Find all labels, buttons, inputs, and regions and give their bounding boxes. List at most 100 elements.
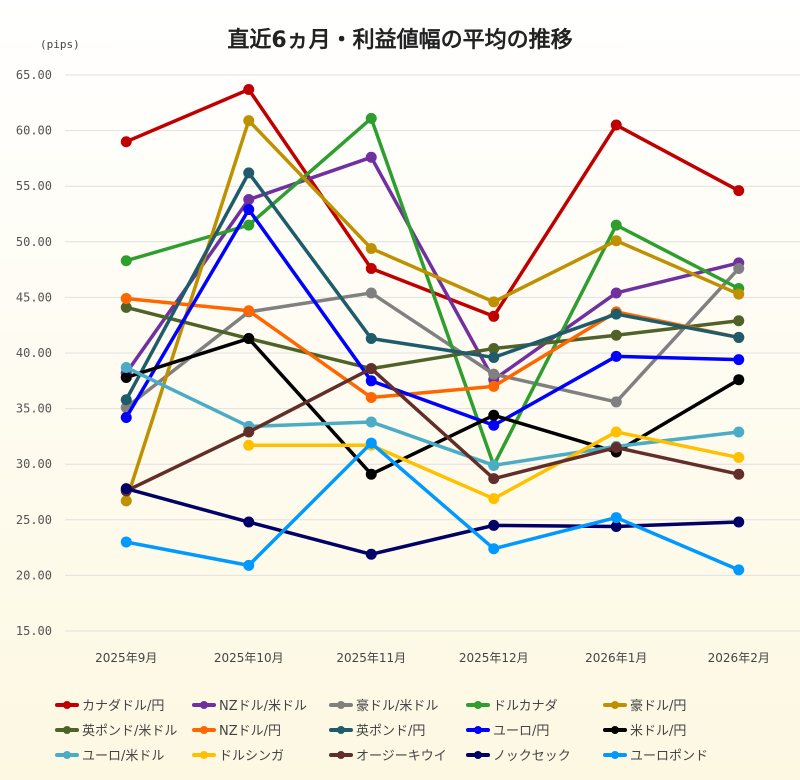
legend-item[interactable]: オージーキウイ	[329, 745, 466, 764]
legend-label: 英ポンド/円	[356, 724, 426, 739]
legend-swatch	[55, 750, 79, 759]
legend-swatch	[466, 700, 490, 709]
legend-item[interactable]: ユーロ/円	[466, 720, 603, 739]
y-axis-label: (pips)	[40, 38, 80, 51]
data-point	[488, 368, 500, 380]
data-point	[243, 516, 255, 528]
data-point	[120, 301, 132, 313]
data-point	[610, 396, 622, 408]
data-point	[120, 483, 132, 495]
data-point	[243, 204, 255, 216]
data-point	[733, 452, 745, 464]
series-line	[126, 296, 740, 400]
series-line	[125, 365, 739, 468]
data-point	[488, 343, 500, 355]
legend-label: NZドル/米ドル	[219, 699, 308, 714]
data-point	[365, 333, 377, 345]
data-point	[243, 115, 255, 127]
y-tick-label: 65.00	[16, 68, 52, 82]
y-tick-label: 35.00	[16, 402, 52, 416]
data-point	[733, 468, 745, 480]
x-tick-label: 2026年2月	[708, 651, 770, 665]
data-point	[243, 426, 255, 438]
data-point	[488, 380, 500, 392]
legend-label: ユーロ/米ドル	[82, 749, 165, 764]
legend-item[interactable]: ユーロポンド	[603, 745, 740, 764]
legend-item[interactable]: 豪ドル/米ドル	[329, 695, 466, 714]
data-point	[120, 136, 132, 148]
data-point	[365, 548, 377, 560]
data-point	[365, 375, 377, 387]
legend-item[interactable]: NZドル/米ドル	[192, 695, 329, 714]
data-point	[243, 439, 255, 451]
data-point	[120, 536, 132, 548]
y-tick-label: 25.00	[16, 513, 52, 527]
series-line	[125, 116, 740, 468]
y-tick-label: 45.00	[16, 290, 52, 304]
data-point	[488, 459, 500, 471]
data-point	[733, 564, 745, 576]
data-point	[120, 361, 132, 373]
y-tick-label: 30.00	[16, 457, 52, 471]
data-point	[610, 350, 622, 362]
legend-swatch	[55, 725, 79, 734]
data-point	[733, 354, 745, 366]
data-point	[610, 442, 622, 454]
legend-item[interactable]: 豪ドル/円	[603, 695, 740, 714]
x-tick-label: 2025年9月	[95, 651, 157, 665]
data-point	[610, 520, 622, 532]
legend-swatch	[603, 700, 627, 709]
legend-swatch	[603, 725, 627, 734]
series-line	[124, 118, 740, 502]
series-line	[125, 441, 740, 572]
legend-item[interactable]: ドルシンガ	[192, 745, 329, 764]
data-point	[488, 473, 500, 485]
legend-item[interactable]: カナダドル/円	[55, 695, 192, 714]
legend-item[interactable]: 英ポンド/米ドル	[55, 720, 192, 739]
legend-swatch	[466, 725, 490, 734]
data-point	[610, 308, 622, 320]
data-point	[610, 329, 622, 341]
data-point	[488, 296, 500, 308]
data-point	[243, 219, 255, 231]
data-point	[365, 416, 377, 428]
data-point	[610, 287, 622, 299]
line-chart: 15.00 20.00 25.00 30.00 35.00 40.00 45.00 50.00…	[16, 68, 800, 665]
legend-item[interactable]: ノックセック	[466, 745, 603, 764]
legend-item[interactable]: ドルカナダ	[466, 695, 603, 714]
legend-swatch	[329, 700, 353, 709]
data-point	[365, 363, 377, 375]
data-point	[733, 516, 745, 528]
data-point	[488, 543, 500, 555]
legend-item[interactable]: ユーロ/米ドル	[55, 745, 192, 764]
series-line	[125, 305, 739, 371]
legend-item[interactable]: 米ドル/円	[603, 720, 740, 739]
series-line	[124, 155, 740, 382]
legend-item[interactable]: NZドル/円	[192, 720, 329, 739]
data-point	[243, 559, 255, 571]
data-point	[243, 194, 255, 206]
y-tick-label: 60.00	[16, 124, 52, 138]
legend-label: ノックセック	[493, 749, 571, 764]
data-point	[120, 255, 132, 267]
legend-label: 米ドル/円	[630, 724, 687, 739]
x-tick-label: 2025年11月	[336, 651, 406, 665]
y-tick-label: 20.00	[16, 568, 52, 582]
legend-swatch	[192, 750, 216, 759]
data-point	[365, 242, 377, 254]
data-point	[733, 262, 745, 274]
legend-label: 英ポンド/米ドル	[82, 724, 178, 739]
data-point	[243, 167, 255, 179]
y-tick-label: 15.00	[16, 624, 52, 638]
data-point	[610, 119, 622, 131]
x-tick-label: 2025年12月	[459, 651, 529, 665]
legend-label: ユーロ/円	[493, 724, 550, 739]
legend-label: ドルカナダ	[493, 699, 558, 714]
legend-item[interactable]: 英ポンド/円	[329, 720, 466, 739]
data-point	[733, 185, 745, 197]
legend-swatch	[466, 750, 490, 759]
data-point	[120, 293, 132, 305]
legend-label: 豪ドル/円	[630, 699, 687, 714]
data-point	[243, 305, 255, 317]
legend-swatch	[55, 700, 79, 709]
